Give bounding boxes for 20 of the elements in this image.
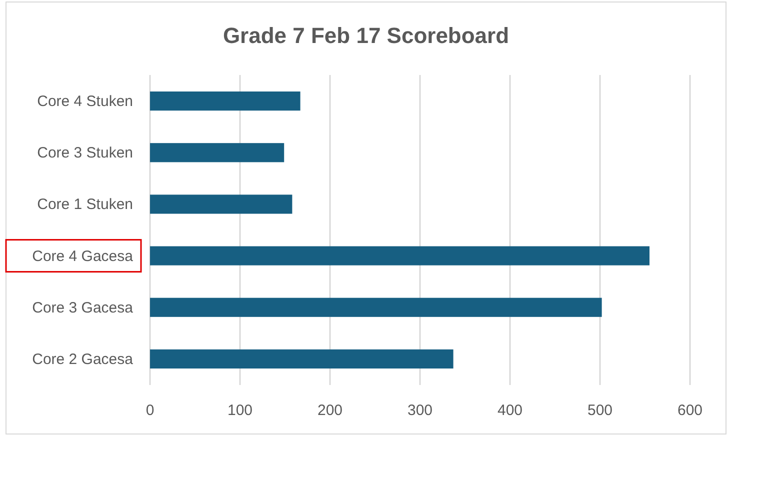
x-tick-label: 400 xyxy=(497,402,523,419)
bar xyxy=(150,246,650,266)
x-tick-label: 300 xyxy=(407,402,433,419)
chart-title: Grade 7 Feb 17 Scoreboard xyxy=(222,23,510,48)
bar xyxy=(150,194,292,214)
y-tick-label: Core 3 Stuken xyxy=(37,144,133,162)
bar xyxy=(150,298,602,317)
x-tick-label: 600 xyxy=(677,402,703,419)
x-tick-label: 200 xyxy=(317,402,343,419)
x-tick-label: 0 xyxy=(146,402,154,419)
y-tick-label: Core 2 Gacesa xyxy=(32,350,134,368)
bar xyxy=(150,349,454,368)
x-tick-label: 100 xyxy=(227,402,253,419)
bar xyxy=(150,92,300,111)
y-tick-label: Core 1 Stuken xyxy=(37,196,133,214)
x-tick-label: 500 xyxy=(587,402,613,419)
y-tick-label: Core 3 Gacesa xyxy=(32,299,134,316)
y-tick-label: Core 4 Stuken xyxy=(37,93,133,110)
bar xyxy=(150,143,284,162)
y-tick-label: Core 4 Gacesa xyxy=(32,248,134,265)
